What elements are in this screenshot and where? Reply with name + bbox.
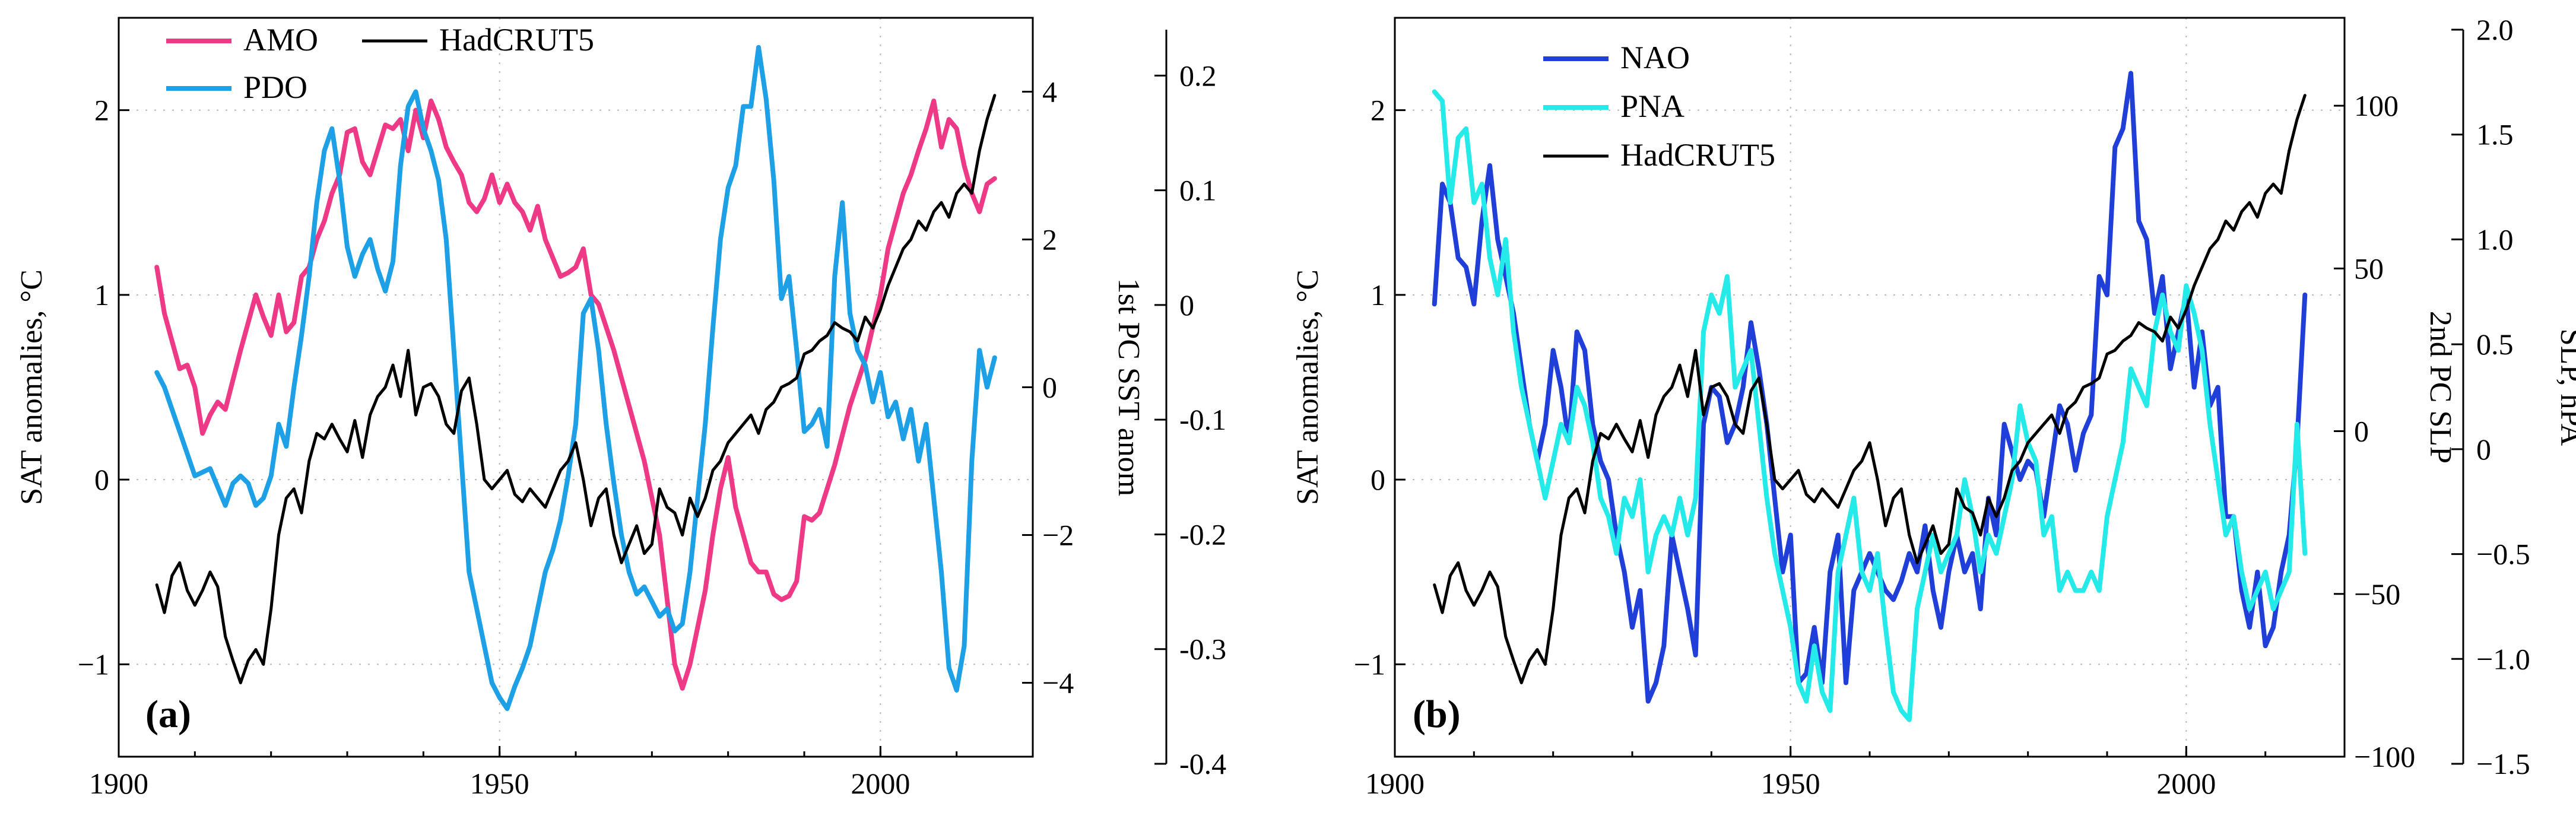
panel-a-legend-label-hadcrut5: HadCRUT5 <box>439 22 594 58</box>
panel-b-legend-label-pna: PNA <box>1620 88 1684 124</box>
panel-a-legend-label-pdo: PDO <box>243 69 307 105</box>
panel-a-legend-label-amo: AMO <box>243 22 318 58</box>
panel-a-outer-right-tick-label: -0.4 <box>1179 747 1226 780</box>
panel-b-legend-label-nao: NAO <box>1620 40 1690 75</box>
panel-b-legend-label-hadcrut5: HadCRUT5 <box>1620 137 1775 173</box>
panel-b-left-tick-label: 1 <box>1371 278 1385 312</box>
panel-b-inner-right-tick-label: −100 <box>2354 740 2415 773</box>
panel-b-left-tick-label: −1 <box>1354 647 1385 681</box>
panel-a-inner-right-tick-label: 4 <box>1042 75 1057 109</box>
panel-b-inner-right-tick-label: 100 <box>2354 89 2399 122</box>
panel-b-inner-right-tick-label: 0 <box>2354 415 2369 448</box>
panel-a-series-hadcrut5-line <box>155 94 997 684</box>
panel-a-outer-right-tick-label: -0.1 <box>1179 403 1226 436</box>
panel-b-left-tick-label: 0 <box>1371 463 1385 496</box>
panel-a-outer-right-tick-label: 0.2 <box>1179 59 1217 92</box>
panel-a-outer-right-tick-label: -0.3 <box>1179 633 1226 666</box>
panel-a-x-tick-label: 2000 <box>851 767 910 800</box>
panel-a-left-tick-label: 0 <box>94 463 109 496</box>
panel-a-left-axis-title: SAT anomalies, °C <box>15 269 49 505</box>
panel-a-x-tick-label: 1950 <box>470 767 529 800</box>
panel-b-outer-right-tick-label: −0.5 <box>2476 538 2530 571</box>
panel-a-outer-right-tick-label: 0 <box>1179 288 1194 322</box>
panel-a-series-pdo-line <box>154 45 997 712</box>
panel-a-left-tick-label: −1 <box>78 647 109 681</box>
panel-a-outer-right-tick-label: -0.2 <box>1179 518 1226 551</box>
panel-b-plot-frame <box>1394 17 2346 758</box>
panel-a-x-tick-label: 1900 <box>89 767 148 800</box>
panel-a-plot-frame <box>118 17 1034 758</box>
panel-a-panel-label: (a) <box>145 693 191 736</box>
panel-b-chart: 1900 1950 2000 −1 0 1 2 SAT anomalies, °C −100 −5… <box>1291 13 2576 800</box>
panel-b-x-tick-label: 2000 <box>2156 767 2216 800</box>
panel-b-x-tick-label: 1950 <box>1761 767 1820 800</box>
panel-b-outer-right-tick-label: 0 <box>2476 433 2491 466</box>
panel-b-outer-right-tick-label: 2.0 <box>2476 13 2514 46</box>
panel-a-inner-right-tick-label: −2 <box>1042 519 1074 552</box>
panel-a-left-tick-label: 2 <box>94 94 109 127</box>
panel-a-series-amo-line <box>154 99 997 691</box>
panel-a-inner-right-tick-label: −4 <box>1042 666 1074 700</box>
panel-b-outer-right-axis-title: SLP, hPA <box>2554 329 2576 446</box>
panel-b-outer-right-tick-label: 0.5 <box>2476 328 2514 361</box>
panel-a-outer-right-tick-label: 0.1 <box>1179 174 1217 207</box>
panel-a-inner-right-tick-label: 0 <box>1042 371 1057 404</box>
panel-a-left-tick-label: 1 <box>94 278 109 312</box>
panel-b-outer-right-tick-label: −1.5 <box>2476 747 2530 780</box>
panel-b-inner-right-axis-title: 2nd PC SLP <box>2423 311 2457 464</box>
panel-b-series-nao-line <box>1432 71 2308 704</box>
panel-b-outer-right-tick-label: −1.0 <box>2476 642 2530 675</box>
panel-b-outer-right-tick-label: 1.5 <box>2476 118 2514 151</box>
panel-b-series-pna-line <box>1432 89 2308 722</box>
panel-a-inner-right-tick-label: 2 <box>1042 223 1057 256</box>
panel-b-x-tick-label: 1900 <box>1365 767 1425 800</box>
panel-b-left-axis-title: SAT anomalies, °C <box>1291 269 1325 505</box>
panel-a-chart: 1900 1950 2000 −1 0 1 2 SAT anomalies, °C −4 −2 0 2… <box>15 17 1226 800</box>
panel-a-inner-right-axis-title: 1st PC SST anom <box>1112 278 1146 496</box>
panel-b-series-hadcrut5-line <box>1433 94 2307 684</box>
panel-b-inner-right-tick-label: 50 <box>2354 252 2384 285</box>
panel-b-inner-right-tick-label: −50 <box>2354 577 2400 611</box>
panel-b-outer-right-tick-label: 1.0 <box>2476 223 2514 256</box>
panel-b-left-tick-label: 2 <box>1371 94 1385 127</box>
panel-b-panel-label: (b) <box>1413 693 1461 736</box>
